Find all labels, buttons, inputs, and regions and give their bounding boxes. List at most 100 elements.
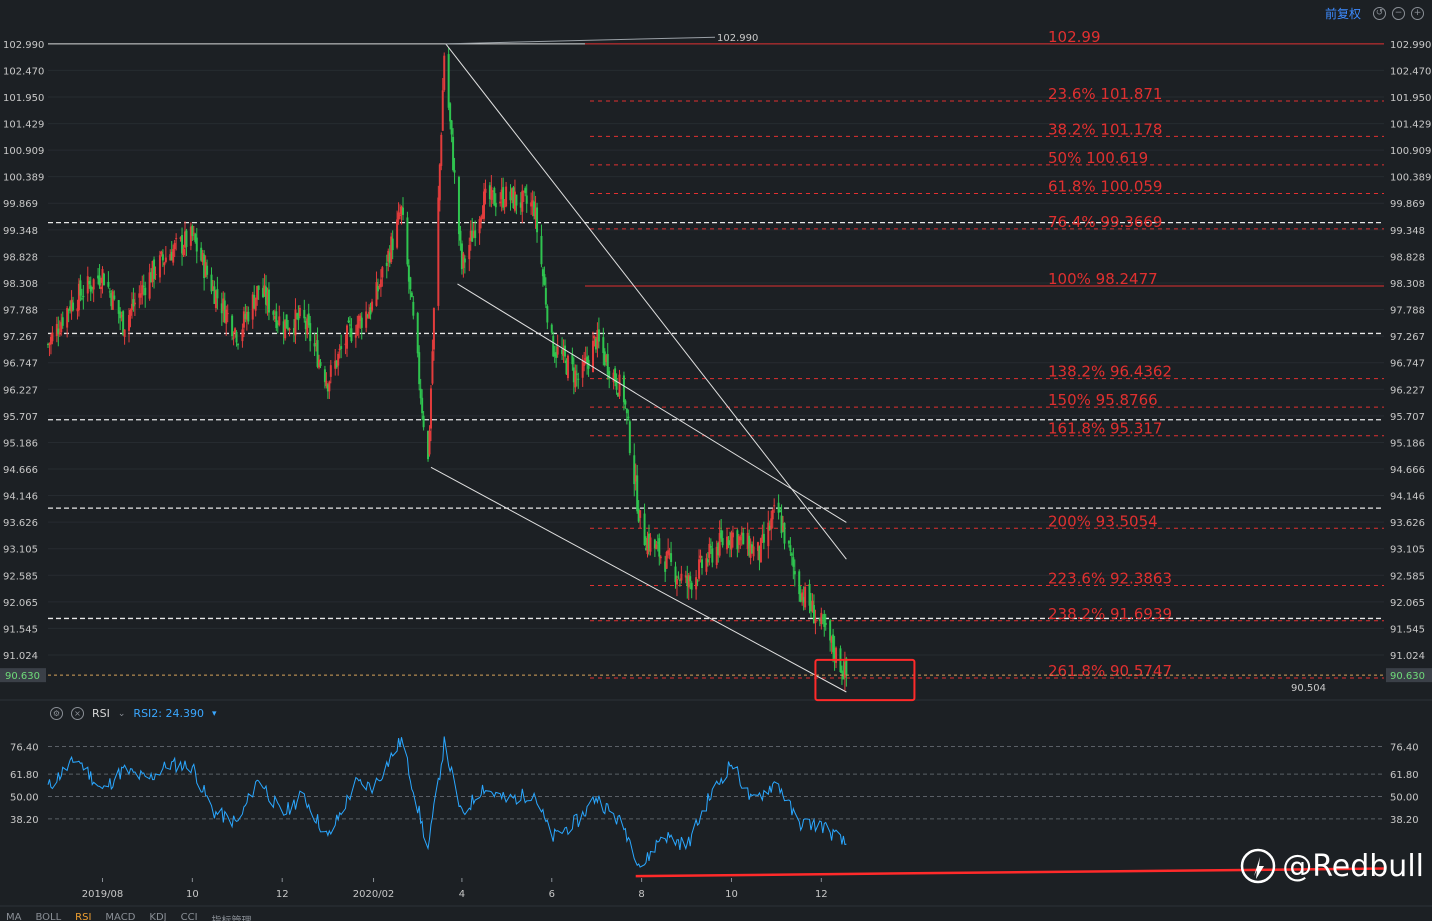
candle-body: [736, 530, 739, 550]
candle-body: [546, 306, 549, 323]
candle-body: [721, 538, 724, 546]
candle-body: [223, 300, 226, 323]
y-tick-right: 92.065: [1390, 598, 1425, 609]
candle-body: [338, 348, 341, 351]
fib-level-label: 61.8% 100.059: [1048, 178, 1162, 196]
candle-body: [122, 311, 125, 336]
close-icon[interactable]: ×: [71, 707, 84, 720]
x-tick-label: 10: [186, 889, 199, 900]
candle-body: [758, 546, 761, 561]
candle-body: [129, 310, 132, 316]
candle-body: [396, 219, 399, 248]
candle-body: [292, 328, 295, 334]
candle-body: [655, 544, 658, 550]
candle-body: [284, 319, 287, 339]
rsi-panel-header: ⚙ × RSI ⌄ RSI2: 24.390 ▾: [50, 707, 217, 720]
fib-level-label: 76.4% 99.3669: [1048, 213, 1162, 231]
price-adjust-toggle[interactable]: 前复权: [1324, 7, 1361, 21]
candle-body: [845, 658, 848, 675]
candle-body: [344, 343, 347, 346]
settings-icon[interactable]: ⚙: [50, 707, 63, 720]
candle-body: [627, 416, 630, 419]
candle-body: [316, 340, 319, 367]
candle-body: [840, 670, 843, 673]
y-tick-left: 95.186: [3, 438, 38, 449]
candle-body: [830, 636, 833, 643]
candle-body: [369, 307, 372, 315]
candle-body: [474, 230, 477, 239]
candle-body: [340, 346, 343, 349]
fib-level-label: 261.8% 90.5747: [1048, 662, 1172, 680]
candle-body: [717, 542, 720, 556]
y-tick-right: 93.626: [1390, 518, 1425, 529]
candle-body: [842, 672, 845, 680]
rsi-indicator-label[interactable]: RSI: [92, 707, 110, 720]
candle-body: [531, 200, 534, 207]
candle-body: [512, 187, 515, 209]
tab-4[interactable]: KDJ: [149, 912, 167, 921]
candle-body: [843, 661, 846, 678]
candle-body: [307, 313, 310, 326]
tab-5[interactable]: CCI: [180, 912, 198, 921]
candle-body: [491, 190, 494, 192]
candle-body: [453, 170, 456, 173]
candle-body: [220, 303, 223, 314]
tab-6[interactable]: 指标管理: [212, 912, 252, 921]
candle-body: [708, 543, 711, 558]
candle-body: [201, 253, 204, 263]
candle-body: [412, 301, 415, 316]
rsi-tick-right: 61.80: [1390, 770, 1419, 781]
tab-0[interactable]: MA: [6, 912, 22, 921]
candle-body: [113, 295, 116, 300]
y-tick-left: 96.227: [3, 385, 38, 396]
candle-body: [375, 282, 378, 306]
y-tick-right: 94.666: [1390, 465, 1425, 476]
candle-body: [108, 291, 111, 293]
candle-body: [313, 343, 316, 347]
candle-body: [416, 313, 419, 354]
y-tick-right: 101.950: [1390, 93, 1431, 104]
tab-2[interactable]: RSI: [75, 912, 92, 921]
y-tick-left: 95.707: [3, 412, 38, 423]
candle-body: [82, 295, 85, 298]
candle-body: [272, 311, 275, 315]
candle-body: [253, 294, 256, 309]
candle-body: [325, 380, 328, 387]
candle-body: [142, 285, 145, 287]
rsi2-caret-icon[interactable]: ▾: [211, 708, 217, 719]
candle-body: [746, 532, 749, 550]
candle-body: [120, 315, 123, 317]
candle-body: [323, 369, 326, 383]
y-tick-left: 97.267: [3, 332, 38, 343]
candle-body: [810, 603, 813, 612]
candle-body: [254, 297, 257, 311]
candle-body: [449, 103, 452, 122]
candle-body: [326, 384, 329, 392]
candle-body: [334, 360, 337, 369]
candle-body: [522, 190, 525, 192]
candle-body: [315, 343, 318, 345]
candle-body: [634, 475, 637, 482]
tab-3[interactable]: MACD: [105, 912, 136, 921]
candle-body: [633, 455, 636, 485]
zoom-in-icon[interactable]: +: [1411, 7, 1424, 20]
candle-body: [365, 311, 368, 328]
candle-body: [706, 559, 709, 563]
tab-1[interactable]: BOLL: [35, 912, 62, 921]
zoom-out-icon[interactable]: −: [1392, 7, 1405, 20]
candle-body: [737, 536, 740, 545]
fib-level-label: 200% 93.5054: [1048, 512, 1158, 530]
low-annotation: 90.504: [1291, 683, 1326, 694]
candle-body: [566, 355, 569, 379]
reset-icon[interactable]: ↺: [1373, 7, 1386, 20]
chevron-down-icon[interactable]: ⌄: [117, 708, 126, 719]
candle-body: [132, 299, 135, 307]
candle-body: [499, 201, 502, 204]
y-tick-left: 99.348: [3, 226, 38, 237]
candle-body: [153, 259, 156, 280]
candle-body: [701, 559, 704, 569]
candle-body: [288, 328, 291, 331]
fib-level-label: 238.2% 91.6939: [1048, 605, 1172, 623]
